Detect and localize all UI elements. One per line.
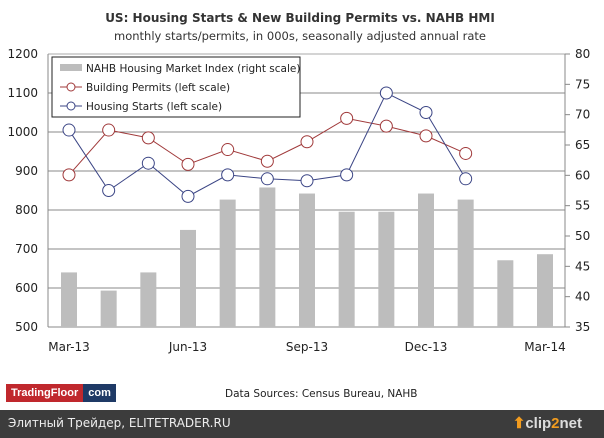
upload-arrow-icon: ⬆ xyxy=(512,415,526,432)
permits-point xyxy=(379,119,393,133)
starts-point xyxy=(181,189,195,203)
permits-point xyxy=(340,111,354,125)
hmi-bar xyxy=(180,229,196,327)
permits-point xyxy=(260,154,274,168)
right-tick-label: 65 xyxy=(575,138,590,152)
permits-point xyxy=(221,143,235,157)
tradingfloor-logo: TradingFloor com xyxy=(6,384,116,402)
starts-point xyxy=(300,174,314,188)
left-tick-label: 1000 xyxy=(7,125,38,139)
legend-label-hmi: NAHB Housing Market Index (right scale) xyxy=(86,63,300,75)
chart-title: US: Housing Starts & New Building Permit… xyxy=(105,11,495,25)
legend-label-permits: Building Permits (left scale) xyxy=(86,82,230,94)
footer-bar: Элитный Трейдер, ELITETRADER.RU ⬆clip2ne… xyxy=(0,410,604,438)
permits-point xyxy=(102,123,116,137)
left-tick-label: 1100 xyxy=(7,86,38,100)
starts-point xyxy=(459,172,473,186)
hmi-bar xyxy=(537,254,553,327)
permits-point xyxy=(300,135,314,149)
hmi-bar xyxy=(259,187,276,327)
right-tick-label: 55 xyxy=(575,199,590,213)
starts-point xyxy=(419,106,433,119)
legend: NAHB Housing Market Index (right scale) … xyxy=(51,56,301,118)
chart: US: Housing Starts & New Building Permit… xyxy=(7,11,590,354)
hmi-bar xyxy=(61,272,77,327)
starts-point xyxy=(62,123,76,137)
hmi-bar xyxy=(378,211,395,327)
clip2net-logo: ⬆clip2net xyxy=(512,415,582,432)
hmi-bar xyxy=(497,260,514,327)
starts-point xyxy=(340,168,354,182)
left-tick-label: 700 xyxy=(15,242,38,256)
right-tick-label: 80 xyxy=(575,47,590,61)
permits-point xyxy=(62,168,76,182)
x-tick-label: Sep-13 xyxy=(286,340,328,354)
starts-point xyxy=(221,168,235,182)
permits-point xyxy=(181,157,195,171)
hmi-bar xyxy=(219,199,236,327)
left-tick-label: 800 xyxy=(15,203,38,217)
legend-label-starts: Housing Starts (left scale) xyxy=(86,101,222,113)
left-tick-label: 500 xyxy=(15,320,38,334)
starts-point xyxy=(141,156,155,170)
right-tick-label: 70 xyxy=(575,108,590,122)
right-tick-label: 45 xyxy=(575,259,590,273)
x-tick-label: Dec-13 xyxy=(405,340,448,354)
x-tick-label: Mar-14 xyxy=(524,340,565,354)
permits-point xyxy=(419,129,433,143)
hmi-bar xyxy=(299,193,315,327)
permits-point xyxy=(459,146,473,160)
right-tick-label: 50 xyxy=(575,229,590,243)
hmi-bar xyxy=(338,211,355,327)
x-tick-label: Jun-13 xyxy=(168,340,207,354)
left-tick-label: 600 xyxy=(15,281,38,295)
left-tick-label: 900 xyxy=(15,164,38,178)
permits-point xyxy=(141,131,155,145)
hmi-bar xyxy=(100,290,117,327)
chart-subtitle: monthly starts/permits, in 000s, seasona… xyxy=(114,29,486,43)
left-tick-label: 1200 xyxy=(7,47,38,61)
footer-text: Элитный Трейдер, ELITETRADER.RU xyxy=(8,416,231,430)
starts-point xyxy=(102,184,116,197)
right-tick-label: 40 xyxy=(575,290,590,304)
starts-point xyxy=(379,86,393,100)
right-tick-label: 60 xyxy=(575,168,590,182)
right-tick-label: 35 xyxy=(575,320,590,334)
data-source: Data Sources: Census Bureau, NAHB xyxy=(225,388,418,400)
x-tick-label: Mar-13 xyxy=(48,340,89,354)
starts-point xyxy=(260,172,274,186)
hmi-bar xyxy=(457,199,474,327)
legend-swatch-bar xyxy=(60,64,82,71)
right-tick-label: 75 xyxy=(575,77,590,91)
hmi-bar xyxy=(140,272,157,327)
hmi-bar xyxy=(418,193,434,327)
